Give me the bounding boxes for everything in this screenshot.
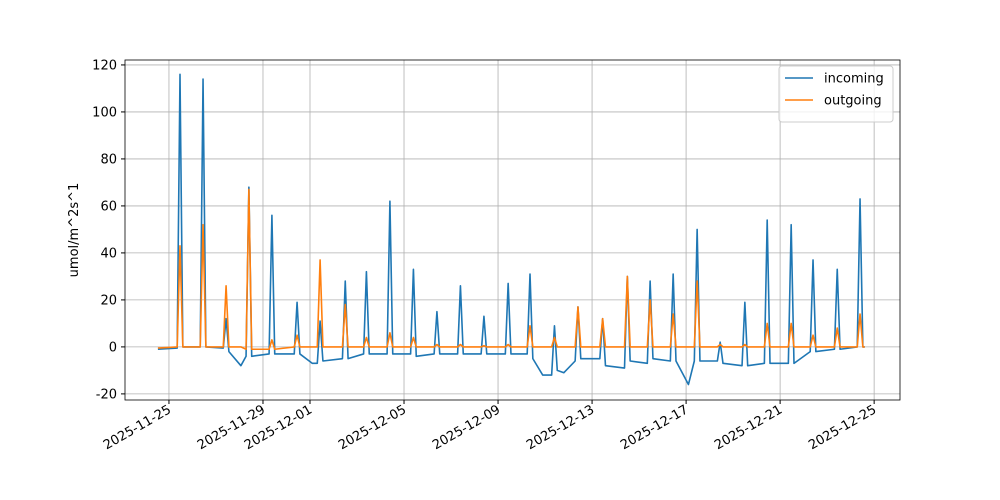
legend-label: incoming — [824, 72, 884, 87]
x-tick-label: 2025-11-25 — [101, 402, 174, 453]
y-tick-label: 80 — [100, 152, 117, 167]
legend-box — [778, 65, 894, 123]
axes-frame — [124, 59, 901, 401]
y-tick-label: -20 — [96, 387, 117, 402]
line-series — [157, 73, 865, 386]
legend-label: outgoing — [824, 94, 882, 109]
y-tick-label: 60 — [100, 199, 117, 214]
y-tick-label: 0 — [109, 340, 117, 355]
y-tick-label: 40 — [100, 246, 117, 261]
x-tick-label: 2025-12-13 — [524, 402, 597, 453]
line-series — [157, 188, 865, 351]
x-tick-label: 2025-12-17 — [618, 402, 691, 453]
x-tick-label: 2025-12-05 — [336, 402, 409, 453]
x-tick-label: 2025-12-25 — [806, 402, 879, 453]
x-tick-label: 2025-12-21 — [712, 402, 785, 453]
y-axis-label: umol/m^2s^1 — [67, 183, 82, 278]
y-tick-label: 20 — [100, 293, 117, 308]
y-tick-label: 120 — [92, 58, 117, 73]
y-tick-label: 100 — [92, 105, 117, 120]
x-tick-label: 2025-12-09 — [430, 402, 503, 453]
